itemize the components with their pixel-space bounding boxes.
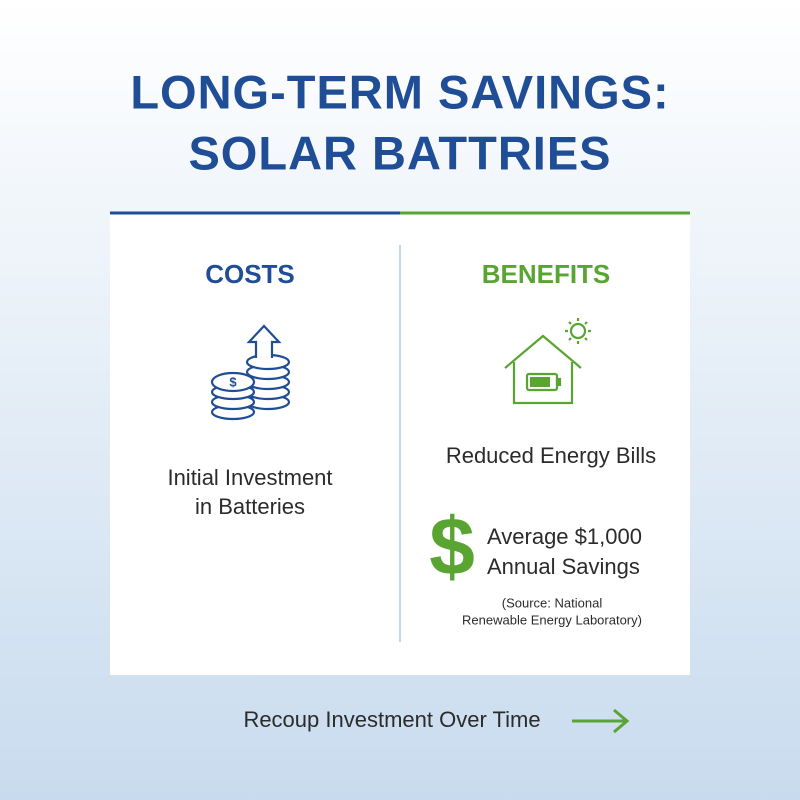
savings-text: Annual Savings: [487, 554, 640, 579]
costs-text: in Batteries: [195, 494, 305, 519]
benefits-text: Reduced Energy Bills: [446, 443, 656, 468]
benefits-heading: BENEFITS: [482, 259, 611, 289]
source-text: (Source: National: [502, 595, 603, 610]
dollar-icon: $: [429, 502, 475, 593]
savings-text: Average $1,000: [487, 524, 642, 549]
costs-text: Initial Investment: [167, 465, 332, 490]
footer-text: Recoup Investment Over Time: [243, 707, 540, 732]
title: SOLAR BATTRIES: [188, 126, 611, 179]
title: LONG-TERM SAVINGS:: [130, 65, 669, 118]
costs-heading: COSTS: [205, 259, 295, 289]
coins-icon: [210, 324, 291, 421]
source-text: Renewable Energy Laboratory): [462, 612, 642, 627]
house-icon: [504, 318, 591, 405]
coin-symbol: $: [229, 374, 237, 389]
arrow-icon: [572, 708, 630, 734]
